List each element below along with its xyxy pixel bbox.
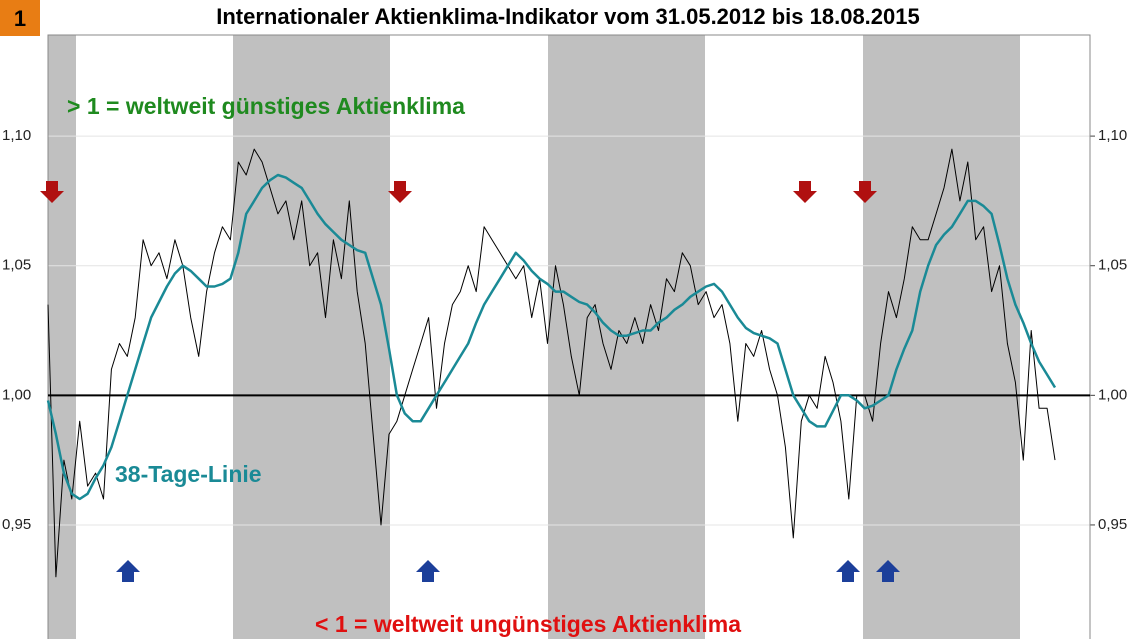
y-tick-label: 1,10 bbox=[2, 127, 31, 144]
y-tick-label-right: 1,10 bbox=[1098, 127, 1127, 144]
sell-arrow bbox=[853, 181, 877, 203]
badge-box bbox=[0, 0, 40, 36]
sell-arrow bbox=[40, 181, 64, 203]
annotation: 38-Tage-Linie bbox=[115, 461, 262, 487]
sell-arrow bbox=[388, 181, 412, 203]
chart-title: Internationaler Aktienklima-Indikator vo… bbox=[216, 4, 920, 29]
series-line bbox=[47, 148, 1056, 578]
y-tick-label-right: 1,00 bbox=[1098, 386, 1127, 403]
y-tick-label: 1,00 bbox=[2, 386, 31, 403]
annotation: < 1 = weltweit ungünstiges Aktienklima bbox=[315, 611, 741, 637]
y-tick-label-right: 1,05 bbox=[1098, 257, 1127, 274]
series-line bbox=[46, 173, 1057, 501]
plot-frame bbox=[47, 34, 1091, 639]
lines bbox=[46, 148, 1090, 578]
badge: 1 bbox=[14, 6, 26, 31]
buy-arrow bbox=[416, 560, 440, 582]
band bbox=[548, 35, 705, 639]
y-tick-label: 0,95 bbox=[2, 516, 31, 533]
band bbox=[48, 35, 76, 639]
annotation: > 1 = weltweit günstiges Aktienklima bbox=[67, 93, 465, 119]
sell-arrow bbox=[793, 181, 817, 203]
band bbox=[233, 35, 390, 639]
y-tick-label: 1,05 bbox=[2, 257, 31, 274]
arrows bbox=[40, 181, 900, 582]
band bbox=[863, 35, 1020, 639]
buy-arrow bbox=[836, 560, 860, 582]
buy-arrow bbox=[876, 560, 900, 582]
buy-arrow bbox=[116, 560, 140, 582]
y-tick-label-right: 0,95 bbox=[1098, 516, 1127, 533]
